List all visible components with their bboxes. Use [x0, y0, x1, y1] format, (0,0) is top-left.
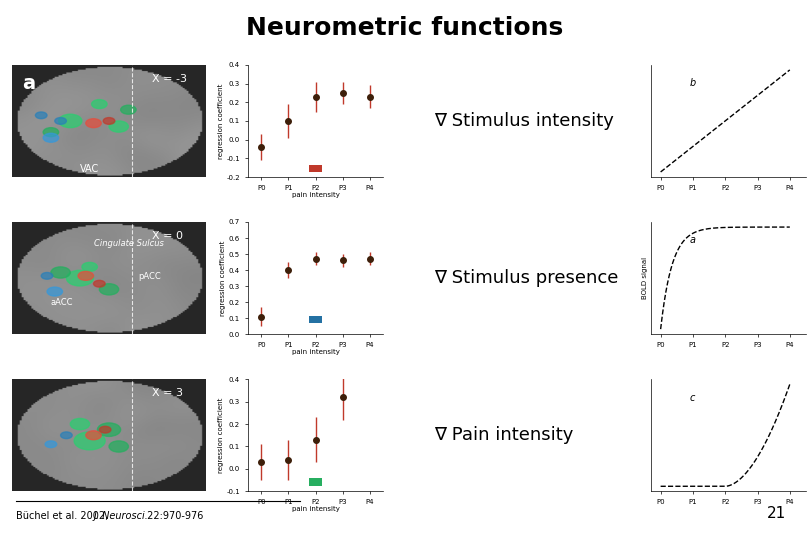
Text: VAC: VAC	[80, 164, 99, 173]
Circle shape	[61, 432, 72, 438]
Circle shape	[43, 133, 58, 142]
Text: ∇ Stimulus intensity: ∇ Stimulus intensity	[434, 112, 614, 130]
Circle shape	[51, 267, 70, 278]
Circle shape	[47, 287, 62, 296]
Circle shape	[43, 127, 58, 137]
Text: Büchel et al. 2002,: Büchel et al. 2002,	[16, 511, 112, 521]
Circle shape	[121, 105, 136, 114]
Circle shape	[109, 121, 129, 132]
Text: X = 0: X = 0	[151, 231, 183, 241]
Text: aACC: aACC	[51, 298, 74, 307]
Circle shape	[66, 270, 93, 286]
Circle shape	[86, 119, 101, 127]
Circle shape	[93, 280, 105, 287]
Text: 21: 21	[766, 506, 786, 521]
Circle shape	[86, 431, 101, 440]
Circle shape	[41, 273, 53, 279]
Circle shape	[36, 112, 47, 119]
Text: Neurometric functions: Neurometric functions	[246, 16, 564, 40]
Text: pACC: pACC	[138, 273, 161, 281]
Y-axis label: regression coefficient: regression coefficient	[218, 83, 224, 159]
X-axis label: pain intensity: pain intensity	[292, 349, 339, 355]
Text: 22:970-976: 22:970-976	[144, 511, 203, 521]
Text: ∇ Stimulus presence: ∇ Stimulus presence	[434, 269, 619, 287]
Bar	[309, 478, 322, 486]
Circle shape	[92, 99, 107, 109]
Text: a: a	[22, 74, 35, 93]
X-axis label: pain intensity: pain intensity	[292, 192, 339, 198]
Circle shape	[45, 441, 57, 448]
Circle shape	[103, 118, 115, 124]
Circle shape	[82, 262, 97, 272]
Circle shape	[100, 426, 111, 433]
Text: b: b	[689, 78, 696, 88]
Circle shape	[58, 114, 82, 127]
Text: a: a	[689, 235, 696, 246]
Circle shape	[55, 118, 66, 124]
Bar	[309, 165, 322, 172]
Text: X = -3: X = -3	[151, 74, 186, 84]
Text: c: c	[689, 393, 695, 403]
Y-axis label: BOLD signal: BOLD signal	[642, 257, 648, 299]
Circle shape	[97, 423, 121, 436]
Text: J. Neurosci.: J. Neurosci.	[93, 511, 148, 521]
Text: X = 3: X = 3	[151, 388, 183, 398]
Y-axis label: regression coefficient: regression coefficient	[220, 240, 226, 316]
Text: ∇ Pain intensity: ∇ Pain intensity	[434, 426, 573, 444]
Circle shape	[100, 284, 119, 295]
Bar	[309, 316, 322, 323]
Y-axis label: regression coefficient: regression coefficient	[218, 397, 224, 473]
Circle shape	[70, 418, 90, 430]
Circle shape	[78, 272, 93, 280]
X-axis label: pain intensity: pain intensity	[292, 507, 339, 512]
Text: Cingulate Sulcus: Cingulate Sulcus	[93, 239, 164, 248]
Circle shape	[109, 441, 129, 452]
Circle shape	[75, 432, 105, 450]
